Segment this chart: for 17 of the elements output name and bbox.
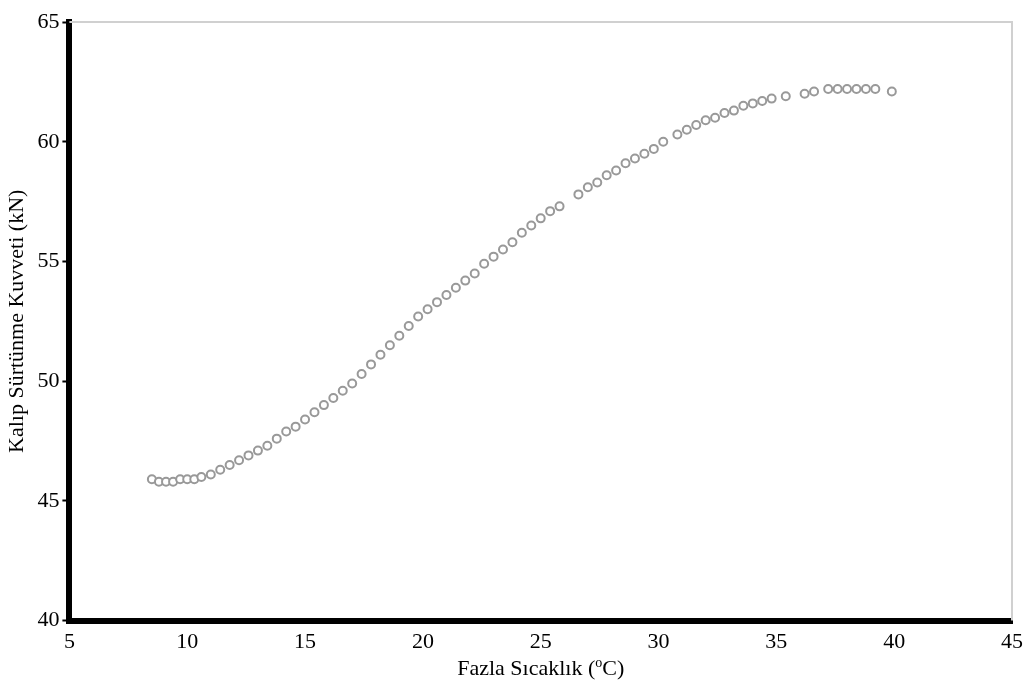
x-tick-label: 40 xyxy=(883,627,906,653)
x-axis-title: Fazla Sıcaklık ($^{o}$C) xyxy=(457,654,625,681)
y-tick-label: 40 xyxy=(37,606,60,632)
x-tick-label: 25 xyxy=(529,627,552,653)
x-tick-label: 20 xyxy=(411,627,434,653)
x-tick-label: 30 xyxy=(647,627,670,653)
x-tick-label: 35 xyxy=(765,627,788,653)
x-tick-label: 5 xyxy=(63,627,75,653)
x-tick-label: 10 xyxy=(176,627,199,653)
y-tick-label: 60 xyxy=(37,127,60,153)
y-axis-title: Kalıp Sürtünme Kuvveti (kN) xyxy=(2,189,28,453)
y-tick-label: 55 xyxy=(37,247,60,273)
x-tick-label: 45 xyxy=(1001,627,1023,653)
y-tick-label: 45 xyxy=(37,486,60,512)
y-tick-label: 50 xyxy=(37,366,60,392)
y-tick-label: 65 xyxy=(37,7,60,33)
x-tick-label: 15 xyxy=(294,627,317,653)
